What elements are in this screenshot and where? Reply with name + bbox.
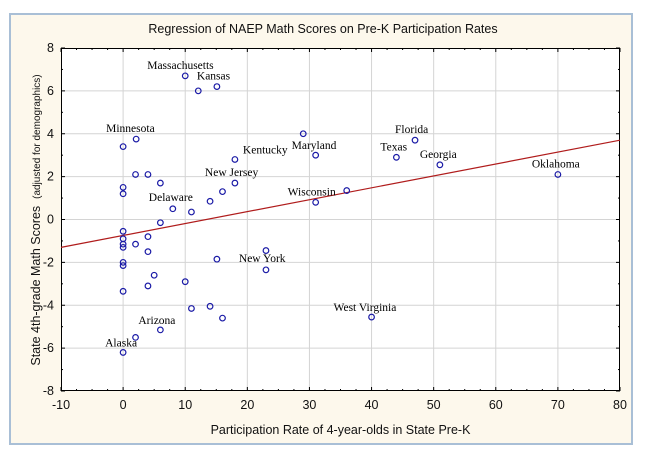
point-label: Minnesota [106, 123, 155, 135]
plot-border [61, 48, 620, 391]
point-label: Massachusetts [147, 60, 214, 72]
y-tick-label: 2 [47, 170, 54, 184]
data-point [150, 271, 158, 279]
data-point [119, 183, 127, 191]
point-label: Kansas [197, 71, 231, 83]
point-label: Alaska [105, 337, 137, 349]
data-point [119, 227, 127, 235]
y-tick-label: 4 [47, 127, 54, 141]
y-tick-label: -2 [43, 255, 54, 269]
data-point [119, 190, 127, 198]
y-tick-label: -4 [43, 298, 54, 312]
y-tick-label: 6 [47, 84, 54, 98]
point-label: Delaware [149, 192, 193, 204]
point-label: Wisconsin [288, 186, 336, 198]
data-point [188, 208, 195, 216]
point-label: Oklahoma [532, 158, 580, 170]
data-point [219, 314, 226, 322]
data-point [206, 197, 214, 205]
data-point [411, 136, 419, 144]
data-point [132, 135, 140, 143]
data-point [119, 287, 127, 295]
data-point [312, 151, 320, 159]
data-point [119, 262, 127, 269]
data-point [312, 198, 320, 206]
data-point [181, 72, 189, 80]
y-tick-label: -8 [43, 384, 54, 398]
data-point [436, 161, 444, 169]
x-tick-label: 40 [365, 398, 379, 412]
data-point [262, 247, 270, 254]
x-axis-label: Participation Rate of 4-year-olds in Sta… [210, 423, 471, 437]
x-tick-label: 30 [302, 398, 316, 412]
x-tick-label: 60 [489, 398, 503, 412]
data-point [132, 334, 139, 341]
x-tick-label: 80 [613, 398, 627, 412]
data-point [231, 156, 239, 163]
point-label: New Jersey [205, 167, 259, 179]
point-label: Kentucky [243, 144, 288, 156]
data-point [188, 305, 195, 312]
data-point [206, 302, 214, 310]
data-point [194, 87, 202, 95]
data-point [156, 179, 164, 187]
data-point [144, 248, 152, 256]
data-point [368, 313, 375, 321]
y-tick-label: -6 [43, 341, 54, 355]
data-point [299, 130, 307, 138]
x-tick-label: 70 [551, 398, 565, 412]
regression-line [60, 139, 621, 248]
data-point [554, 171, 562, 178]
data-point [213, 255, 221, 263]
point-label: Texas [380, 141, 407, 153]
data-point [119, 258, 127, 266]
data-point [231, 179, 239, 187]
chart-title: Regression of NAEP Math Scores on Pre-K … [148, 22, 498, 36]
data-point [213, 83, 221, 90]
x-tick-label: -10 [52, 398, 70, 412]
data-point [119, 349, 127, 356]
data-point [219, 188, 226, 196]
data-point [144, 171, 152, 178]
data-point [181, 278, 189, 286]
x-tick-label: 0 [120, 398, 127, 412]
data-point [132, 240, 139, 248]
data-point [169, 205, 177, 213]
x-tick-label: 50 [427, 398, 441, 412]
data-point [156, 219, 164, 227]
data-point [144, 282, 152, 290]
point-label: Florida [395, 124, 428, 136]
data-point [156, 326, 164, 334]
y-tick-label: 0 [47, 213, 54, 227]
data-point [119, 243, 127, 251]
point-label: Georgia [420, 149, 457, 161]
x-tick-label: 10 [178, 398, 192, 412]
data-point [132, 171, 139, 178]
y-tick-label: 8 [47, 41, 54, 55]
point-label: West Virginia [334, 302, 397, 314]
point-label: Maryland [292, 140, 337, 152]
x-tick-label: 20 [240, 398, 254, 412]
data-point [144, 233, 152, 241]
data-point [262, 266, 270, 274]
point-label: Arizona [138, 315, 175, 327]
point-label: New York [239, 253, 286, 265]
data-point [343, 187, 351, 194]
data-point [119, 143, 127, 151]
data-point [119, 240, 127, 248]
data-point [393, 153, 400, 161]
